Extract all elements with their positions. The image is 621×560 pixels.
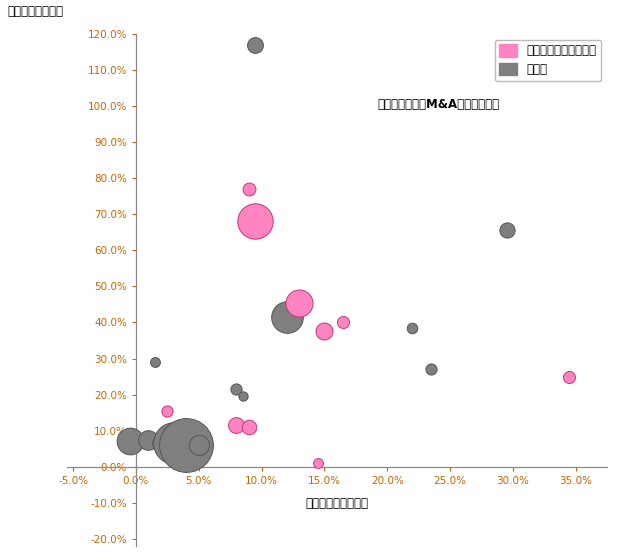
Point	[250, 40, 260, 49]
Point	[238, 392, 248, 401]
Point	[181, 441, 191, 450]
Point	[313, 459, 323, 468]
Point	[156, 439, 166, 448]
Point	[244, 184, 254, 193]
Point	[169, 439, 179, 448]
Point	[232, 385, 242, 394]
Point	[294, 298, 304, 307]
Point	[250, 217, 260, 226]
Point	[232, 421, 242, 430]
Point	[150, 358, 160, 367]
Point	[502, 226, 512, 235]
Point	[282, 312, 292, 321]
Y-axis label: 営業利益率（％）: 営業利益率（％）	[7, 6, 63, 18]
Point	[125, 437, 135, 446]
Point	[319, 327, 329, 336]
Point	[244, 423, 254, 432]
Point	[338, 318, 348, 327]
Point	[143, 435, 153, 444]
Point	[564, 372, 574, 381]
Legend: 医療・医薬・介護関連, その他: 医療・医薬・介護関連, その他	[494, 40, 601, 81]
Point	[162, 407, 172, 416]
Point	[194, 441, 204, 450]
Point	[426, 365, 436, 374]
Text: ＊円の大きさはM&Aの件数に比例: ＊円の大きさはM&Aの件数に比例	[378, 98, 500, 111]
X-axis label: 売上高成長率（％）: 売上高成長率（％）	[306, 497, 368, 510]
Point	[407, 323, 417, 332]
Point	[175, 442, 185, 451]
